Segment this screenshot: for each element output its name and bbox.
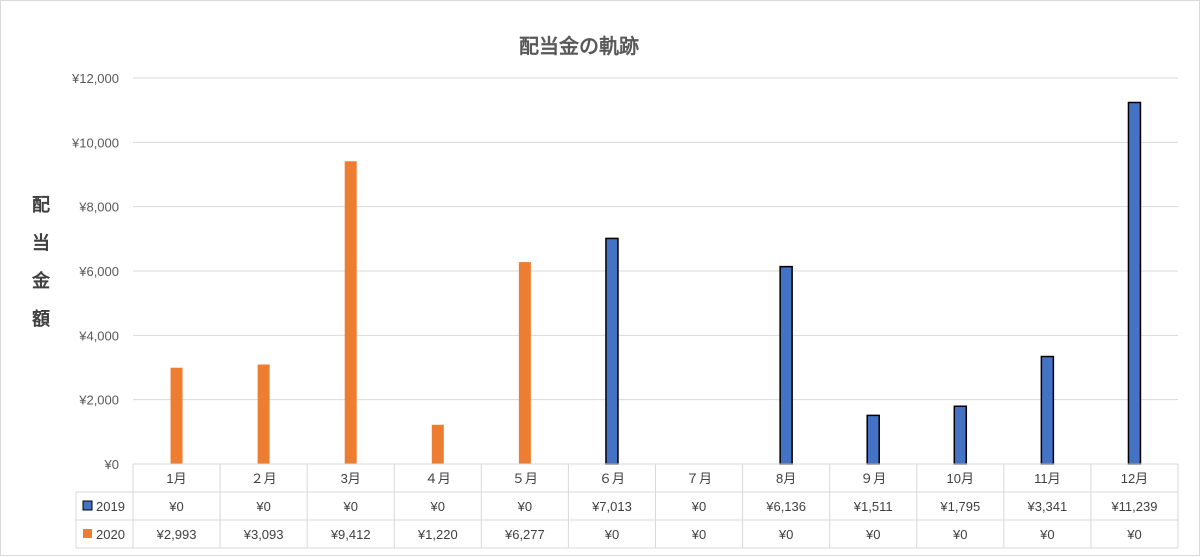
y-axis-ticks: ¥0 ¥2,000 ¥4,000 ¥6,000 ¥8,000 ¥10,000 ¥12,000	[71, 71, 119, 472]
bar-2019-12	[1127, 101, 1142, 465]
y-axis-title: 配当金額	[31, 195, 51, 330]
gridlines	[133, 77, 1178, 465]
data-label: ¥0	[865, 527, 880, 542]
data-label: ¥3,093	[243, 527, 284, 542]
data-label: ¥0	[1039, 527, 1054, 542]
data-label: ¥7,013	[591, 499, 632, 514]
x-tick-label: ７月	[686, 471, 712, 486]
x-tick-label: 12月	[1121, 471, 1148, 486]
bar-2019-10	[953, 405, 968, 465]
y-axis-title-char: 金	[31, 270, 51, 292]
data-label: ¥0	[517, 499, 532, 514]
y-axis-title-char: 額	[31, 308, 50, 330]
data-label: ¥6,136	[765, 499, 806, 514]
data-label: ¥1,220	[417, 527, 458, 542]
bar-2019-11	[1040, 355, 1055, 465]
data-label: ¥11,239	[1110, 499, 1157, 514]
data-label: ¥6,277	[504, 527, 545, 542]
x-tick-label: ９月	[860, 471, 886, 486]
bar-2020-5	[518, 262, 531, 464]
legend-key-2020	[83, 529, 92, 538]
data-label: ¥0	[168, 499, 183, 514]
data-label: ¥1,795	[939, 499, 980, 514]
data-label: ¥0	[430, 499, 445, 514]
y-axis-title-char: 当	[32, 232, 50, 254]
x-tick-label: ５月	[512, 471, 538, 486]
bar-2019-6	[605, 237, 619, 465]
y-tick-label: ¥2,000	[78, 393, 119, 408]
data-label: ¥0	[952, 527, 967, 542]
data-label: ¥2,993	[156, 527, 197, 542]
y-tick-label: ¥10,000	[71, 135, 119, 150]
data-label: ¥0	[778, 527, 793, 542]
y-tick-label: ¥0	[104, 457, 119, 472]
bar-2020-4	[431, 424, 444, 464]
y-tick-label: ¥6,000	[78, 264, 119, 279]
data-label: ¥0	[691, 527, 706, 542]
legend-label: 2020	[96, 527, 125, 542]
x-tick-label: 10月	[947, 471, 974, 486]
x-tick-label: ４月	[425, 471, 451, 486]
chart-title: 配当金の軌跡	[519, 34, 639, 58]
x-tick-label: 3月	[341, 471, 361, 486]
y-tick-label: ¥12,000	[71, 71, 119, 86]
x-tick-label: 8月	[776, 471, 796, 486]
data-label: ¥9,412	[330, 527, 371, 542]
bar-2020-3	[344, 161, 357, 465]
data-table: 1月 ２月 3月 ４月 ５月 ６月 ７月 8月 ９月 10月 11月 12月 2019 ¥0 ¥0 ¥0 ¥0 ¥…	[75, 463, 1179, 549]
bar-2019-9	[866, 414, 880, 465]
x-tick-label: ２月	[251, 471, 277, 486]
data-label: ¥0	[1126, 527, 1141, 542]
x-tick-label: 11月	[1034, 471, 1061, 486]
legend-label: 2019	[96, 499, 125, 514]
data-label: ¥0	[342, 499, 357, 514]
y-tick-label: ¥4,000	[78, 328, 119, 343]
bar-2019-8	[779, 265, 793, 465]
data-label: ¥3,341	[1026, 499, 1067, 514]
bar-2020-2	[257, 364, 270, 464]
legend-key-2019	[82, 500, 93, 511]
bar-2020-1	[170, 367, 183, 464]
y-tick-label: ¥8,000	[78, 200, 119, 215]
x-tick-label: ６月	[599, 471, 625, 486]
bars	[170, 101, 1142, 465]
data-label: ¥1,511	[853, 499, 893, 514]
y-axis-title-char: 配	[32, 195, 50, 216]
data-label: ¥0	[691, 499, 706, 514]
data-label: ¥0	[604, 527, 619, 542]
data-label: ¥0	[255, 499, 270, 514]
x-tick-label: 1月	[166, 471, 186, 486]
